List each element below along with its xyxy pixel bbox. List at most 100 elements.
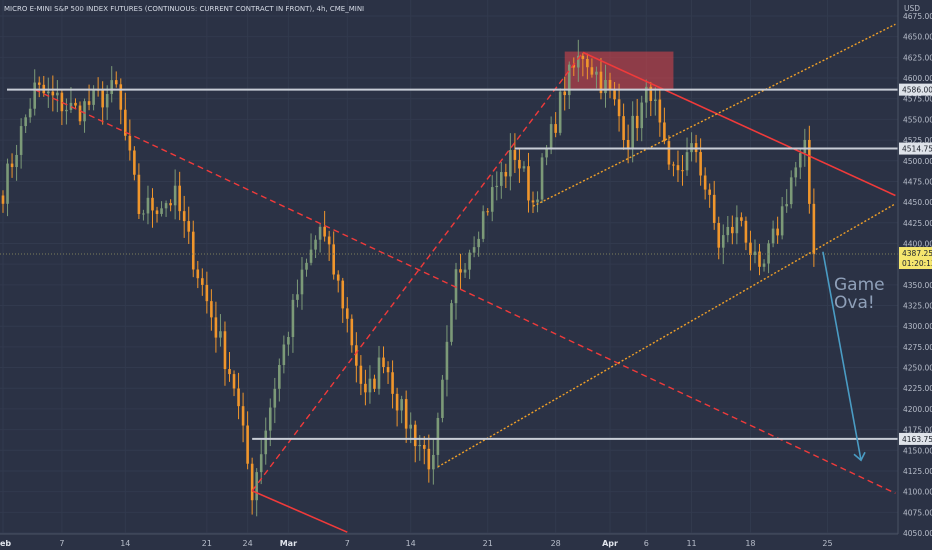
- candle-body: [749, 242, 752, 255]
- candle-body: [142, 213, 145, 215]
- candle-body: [83, 101, 86, 122]
- time-axis[interactable]: [0, 534, 898, 550]
- candle-body: [377, 357, 381, 389]
- candle-body: [776, 228, 779, 236]
- candle-body: [617, 99, 621, 117]
- candle-body: [28, 108, 32, 118]
- candle-body: [567, 64, 571, 96]
- price-tick-label: 4075.00: [903, 508, 932, 517]
- candle-body: [173, 185, 177, 206]
- candle-body: [581, 55, 585, 59]
- level-badge: [899, 432, 932, 445]
- candle-body: [644, 86, 648, 103]
- candle-body: [210, 301, 213, 318]
- candle-body: [178, 185, 181, 212]
- candle-body: [518, 159, 521, 169]
- grid: [0, 0, 898, 534]
- price-tick-label: 4250.00: [903, 364, 932, 373]
- projection-arrow: [822, 251, 866, 462]
- candle-body: [382, 357, 385, 368]
- candle-body: [808, 139, 811, 204]
- candle-body: [345, 308, 349, 319]
- time-tick-label: Apr: [602, 539, 618, 548]
- candle-body: [273, 388, 277, 408]
- candle-body: [309, 249, 313, 263]
- candle-body: [422, 444, 426, 449]
- candle-body: [246, 425, 249, 464]
- annotation-line2: Ova!: [834, 293, 875, 313]
- price-tick-label: 4125.00: [903, 467, 932, 476]
- candle-body: [296, 294, 299, 300]
- price-tick-label: 4350.00: [903, 281, 932, 290]
- candle-body: [486, 211, 490, 213]
- candle-body: [69, 102, 73, 110]
- candle-body: [355, 345, 358, 366]
- candle-body: [531, 200, 535, 203]
- price-tick-label: 4325.00: [903, 302, 932, 311]
- candle-body: [767, 243, 770, 264]
- candle-body: [10, 163, 14, 168]
- candle-body: [685, 152, 689, 171]
- price-tick-label: 4050.00: [903, 529, 932, 538]
- time-tick-label: Mar: [280, 539, 297, 548]
- candle-body: [332, 244, 335, 275]
- price-tick-label: 4150.00: [903, 446, 932, 455]
- candle-body: [395, 393, 399, 411]
- candle-body: [305, 262, 308, 270]
- candle-body: [92, 89, 95, 105]
- candle-body: [672, 164, 675, 166]
- candle-body: [758, 251, 761, 267]
- candle-body: [626, 139, 630, 149]
- candle-body: [549, 124, 553, 149]
- red-solid-downtrend: [582, 51, 896, 197]
- price-tick-label: 4200.00: [903, 405, 932, 414]
- time-tick-label: 14: [120, 539, 130, 548]
- candle-body: [128, 135, 132, 151]
- candle-body: [450, 303, 453, 342]
- candle-body: [418, 444, 422, 447]
- candle-body: [717, 222, 721, 248]
- time-tick-label: 18: [745, 539, 755, 548]
- candle-body: [146, 197, 150, 214]
- candle-body: [789, 177, 793, 205]
- candle-body: [237, 388, 240, 407]
- candle-body: [654, 99, 657, 101]
- price-tick-label: 4425.00: [903, 219, 932, 228]
- candle-body: [481, 211, 485, 239]
- time-axis-labels: Feb 7 14 21 24 Mar 7 14 21 28 Apr 6 11 18 25: [0, 539, 833, 548]
- candle-body: [160, 208, 163, 214]
- candle-body: [726, 226, 730, 236]
- candle-body: [785, 204, 788, 207]
- orange-dotted-upper-channel: [532, 23, 896, 207]
- candle-body: [323, 226, 326, 237]
- candle-body: [400, 399, 403, 411]
- time-tick-label: 25: [822, 539, 832, 548]
- candle-body: [24, 117, 27, 127]
- candle-body: [744, 220, 748, 243]
- candle-body: [60, 92, 64, 112]
- candle-body: [436, 417, 440, 455]
- candle-body: [268, 407, 272, 431]
- candle-body: [441, 379, 444, 418]
- candle-body: [37, 82, 41, 85]
- candle-body: [513, 150, 517, 160]
- candle-body: [735, 217, 739, 234]
- candle-body: [219, 331, 222, 338]
- candle-body: [341, 280, 345, 309]
- candle-body: [490, 187, 494, 212]
- candle-body: [604, 79, 607, 94]
- candle-body: [300, 269, 304, 295]
- candle-body: [468, 252, 471, 270]
- red-dashed-downtrend: [34, 88, 896, 494]
- candle-body: [577, 55, 580, 68]
- level-badge-label: 4586.00: [902, 86, 932, 95]
- candle-body: [753, 251, 757, 255]
- candle-body: [771, 228, 775, 244]
- time-tick-label: 11: [686, 539, 696, 548]
- candle-body: [500, 172, 503, 186]
- price-tick-label: 4100.00: [903, 488, 932, 497]
- candle-body: [65, 109, 68, 112]
